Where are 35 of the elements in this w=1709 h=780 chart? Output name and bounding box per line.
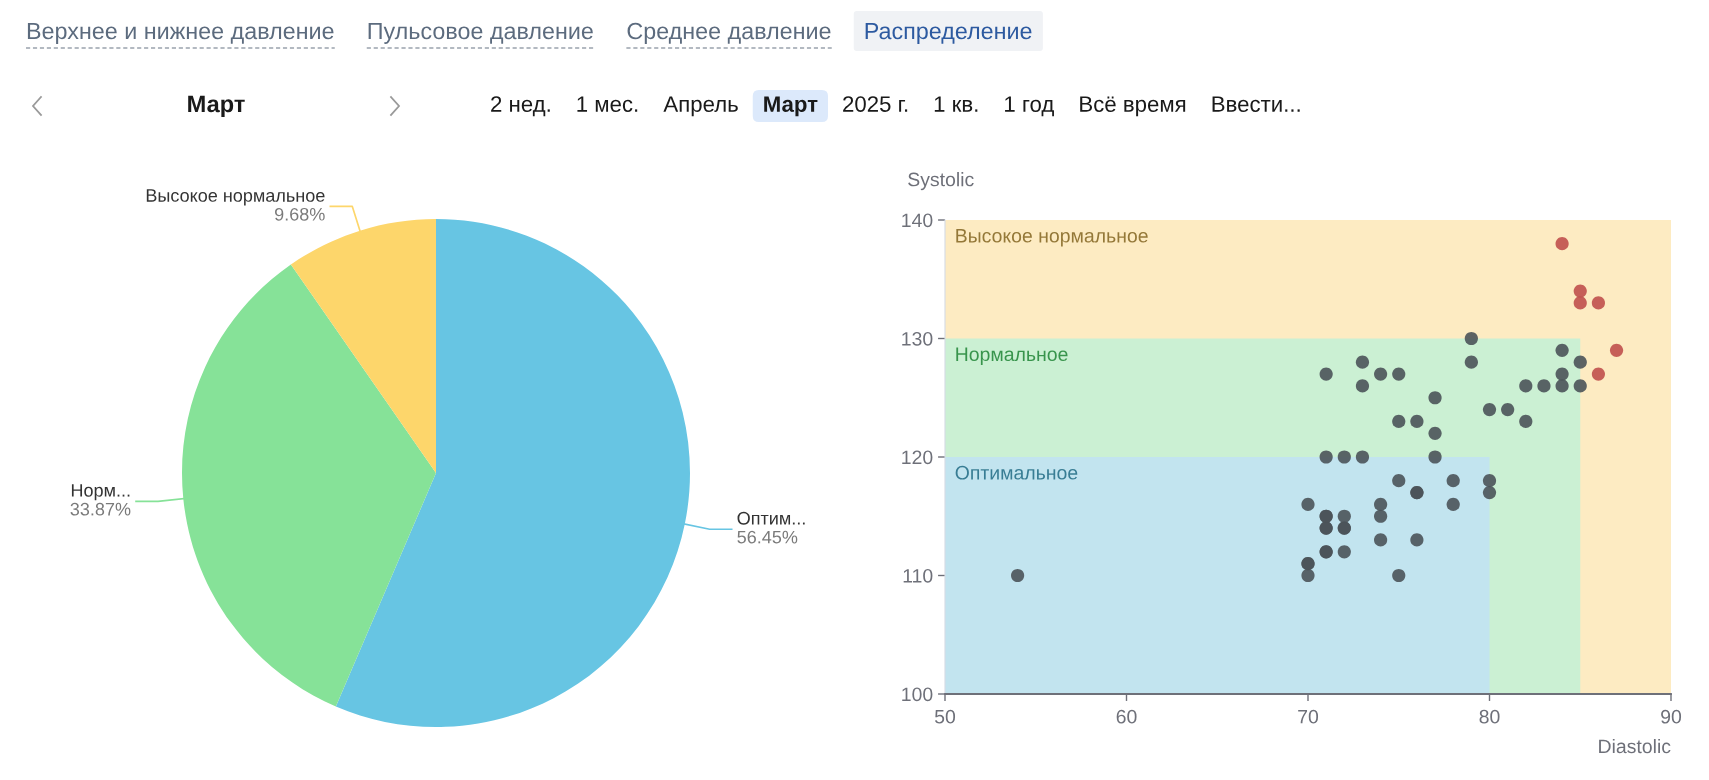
- text: 1 кв.: [934, 96, 978, 112]
- data-label: 9.68%: [274, 207, 325, 221]
- y-tick-label: 100: [902, 687, 933, 702]
- text: Апрель: [663, 96, 738, 117]
- y-tick-label: 130: [902, 331, 933, 346]
- slice-label: Оптим...: [737, 511, 805, 525]
- text: 2 нед.: [491, 96, 550, 117]
- text: Верхнее и нижнее давление: [27, 22, 334, 44]
- x-tick-label: 60: [1116, 709, 1137, 724]
- text: 2025 г.: [843, 96, 908, 112]
- data-label: 56.45%: [737, 530, 798, 544]
- y-axis-title: Systolic: [908, 172, 974, 191]
- text: Распределение: [865, 22, 1032, 44]
- y-tick-label: 120: [902, 450, 933, 465]
- y-tick-label: 140: [902, 213, 933, 228]
- text: 1 мес.: [577, 96, 638, 112]
- x-tick-label: 70: [1298, 709, 1319, 724]
- series-label: Нормальное: [956, 347, 1068, 365]
- series-label: Высокое нормальное: [956, 229, 1148, 247]
- series-label: Оптимальное: [955, 465, 1078, 480]
- x-axis-title: Diastolic: [1599, 738, 1671, 754]
- x-tick-label: 90: [1661, 709, 1682, 724]
- slice-label: Высокое нормальное: [146, 189, 325, 206]
- text: Март: [188, 95, 245, 118]
- slice-label: Норм...: [71, 484, 130, 501]
- text: Март: [764, 96, 818, 117]
- text: 1 год: [1005, 96, 1054, 117]
- text: Пульсовое давление: [368, 22, 593, 44]
- text: Ввести...: [1212, 96, 1300, 112]
- data-label: 33.87%: [70, 502, 131, 516]
- y-tick-label: 110: [903, 568, 933, 583]
- text: Среднее давление: [627, 22, 831, 44]
- x-tick-label: 50: [934, 709, 956, 724]
- x-tick-label: 80: [1479, 709, 1500, 724]
- text: Всё время: [1080, 96, 1186, 117]
